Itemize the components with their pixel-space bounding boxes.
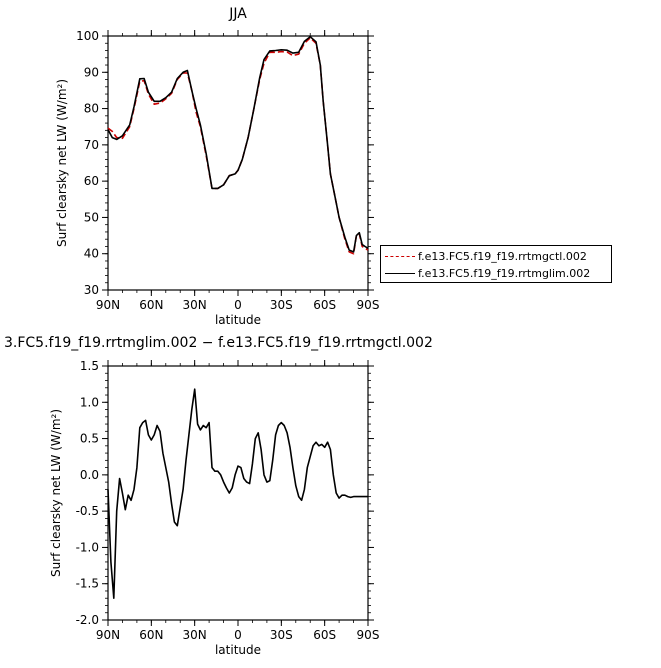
x-tick-label-0-4: 30S <box>270 298 293 312</box>
plot-frame-1 <box>107 365 369 621</box>
x-tick-label-1-0: 90N <box>96 628 120 642</box>
x-tick-label-0-2: 30N <box>183 298 207 312</box>
y-tick-label-0-2: 50 <box>84 210 99 224</box>
legend-label-ctl: f.e13.FC5.f19_f19.rrtmgctl.002 <box>418 249 587 263</box>
x-axis-label-0: latitude <box>215 313 261 327</box>
legend-swatch-lim <box>385 272 415 274</box>
legend-item-ctl: f.e13.FC5.f19_f19.rrtmgctl.002 <box>385 248 587 264</box>
x-tick-label-0-6: 90S <box>357 298 380 312</box>
y-tick-label-1-7: 1.5 <box>80 359 99 373</box>
y-tick-label-0-4: 70 <box>84 138 99 152</box>
x-tick-label-1-6: 90S <box>357 628 380 642</box>
y-tick-label-0-5: 80 <box>84 102 99 116</box>
x-tick-label-0-1: 60N <box>139 298 163 312</box>
y-tick-label-0-7: 100 <box>76 29 99 43</box>
x-tick-label-1-5: 60S <box>313 628 336 642</box>
y-tick-label-1-0: -2.0 <box>76 613 99 627</box>
legend-swatch-ctl <box>385 255 415 257</box>
legend-label-lim: f.e13.FC5.f19_f19.rrtmglim.002 <box>418 266 591 280</box>
series-line-1-0 <box>107 388 368 600</box>
y-tick-label-0-6: 90 <box>84 65 99 79</box>
y-tick-label-0-1: 40 <box>84 247 99 261</box>
x-axis-label-1: latitude <box>215 643 261 657</box>
y-tick-label-1-2: -1.0 <box>76 540 99 554</box>
x-tick-label-1-4: 30S <box>270 628 293 642</box>
y-tick-label-1-1: -1.5 <box>76 577 99 591</box>
x-tick-label-1-1: 60N <box>139 628 163 642</box>
series-line-0-0 <box>107 36 369 255</box>
y-tick-label-1-6: 1.0 <box>80 395 99 409</box>
y-axis-label-0: Surf clearsky net LW (W/m²) <box>55 79 69 247</box>
x-tick-label-1-2: 30N <box>183 628 207 642</box>
y-tick-label-1-5: 0.5 <box>80 432 99 446</box>
y-tick-label-1-4: 0.0 <box>80 468 99 482</box>
series-line-0-1 <box>107 35 369 253</box>
chart-title-1: 3.FC5.f19_f19.rrtmglim.002 − f.e13.FC5.f… <box>4 335 433 351</box>
legend: f.e13.FC5.f19_f19.rrtmgctl.002 f.e13.FC5… <box>380 245 612 283</box>
x-tick-label-0-3: 0 <box>234 298 242 312</box>
y-tick-label-1-3: -0.5 <box>76 504 99 518</box>
chart-title-0: JJA <box>228 6 247 22</box>
x-tick-label-0-5: 60S <box>313 298 336 312</box>
y-axis-label-1: Surf clearsky net LW (W/m²) <box>49 409 63 577</box>
x-tick-label-1-3: 0 <box>234 628 242 642</box>
x-tick-label-0-0: 90N <box>96 298 120 312</box>
y-tick-label-0-3: 60 <box>84 174 99 188</box>
y-tick-label-0-0: 30 <box>84 283 99 297</box>
legend-item-lim: f.e13.FC5.f19_f19.rrtmglim.002 <box>385 265 590 281</box>
